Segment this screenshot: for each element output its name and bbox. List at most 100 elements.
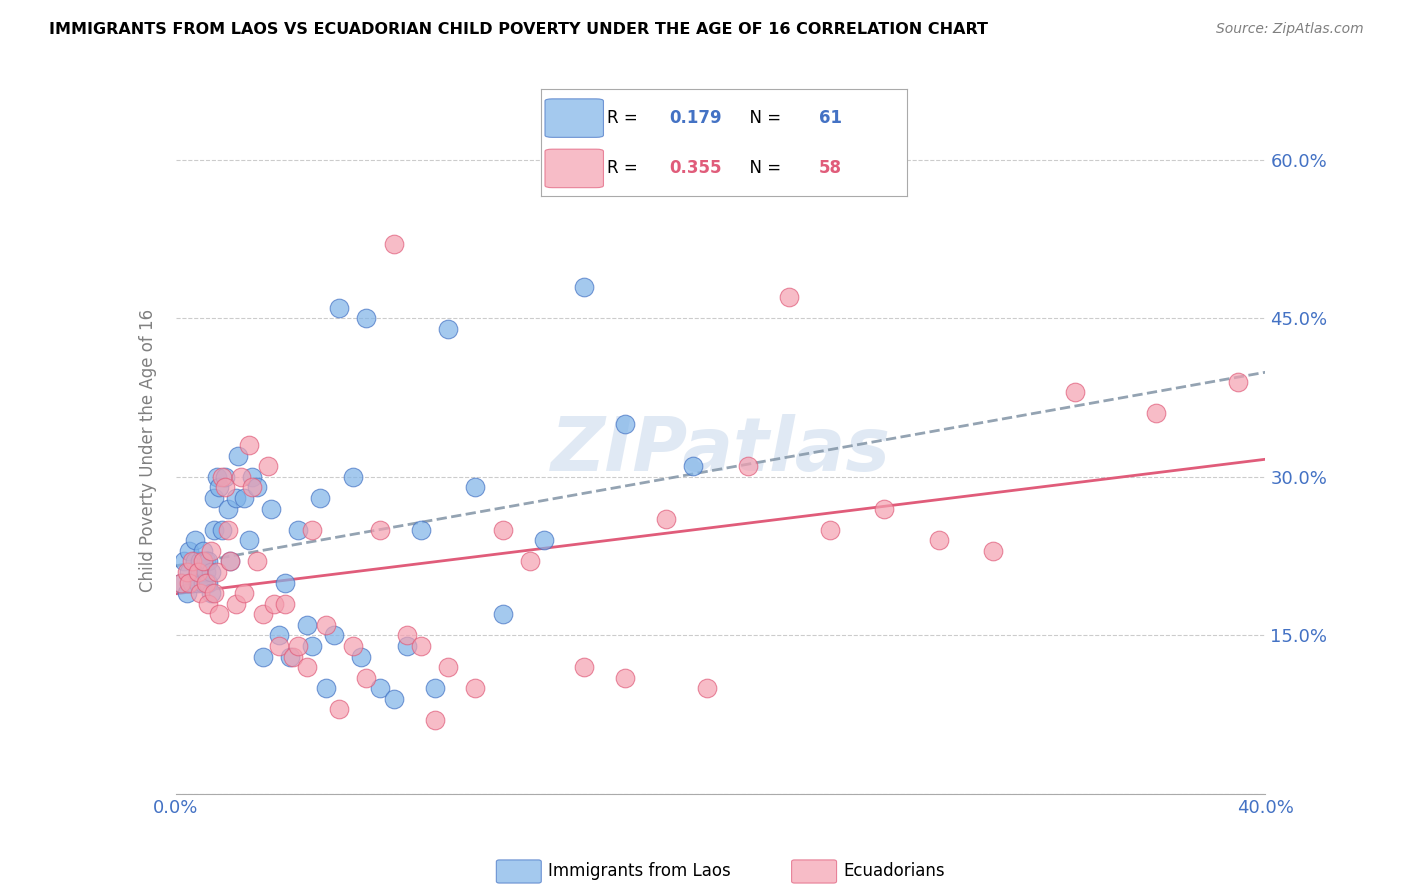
Y-axis label: Child Poverty Under the Age of 16: Child Poverty Under the Age of 16 [139, 309, 157, 592]
Point [260, 501, 283, 516]
Point [368, 523, 391, 537]
Point [342, 639, 364, 653]
Point [240, 470, 263, 484]
Point [269, 628, 291, 642]
Point [208, 480, 231, 494]
Point [205, 565, 228, 579]
Point [176, 586, 198, 600]
Point [194, 565, 217, 579]
Point [246, 554, 269, 568]
Point [274, 597, 297, 611]
Point [188, 586, 211, 600]
Point [200, 544, 222, 558]
Point [409, 523, 432, 537]
Point [309, 491, 332, 505]
Point [179, 575, 201, 590]
Point [263, 597, 285, 611]
Point [194, 575, 217, 590]
Point [200, 565, 222, 579]
Point [214, 470, 236, 484]
Point [219, 554, 242, 568]
Point [368, 681, 391, 696]
Point [184, 554, 207, 568]
Point [205, 470, 228, 484]
Point [396, 639, 419, 653]
Point [252, 607, 274, 622]
Point [287, 523, 309, 537]
Point [191, 575, 214, 590]
Point [818, 523, 841, 537]
Point [217, 523, 239, 537]
Point [295, 617, 318, 632]
Point [315, 617, 337, 632]
Point [278, 649, 301, 664]
Point [176, 565, 198, 579]
Point [194, 554, 217, 568]
Point [225, 491, 247, 505]
Text: Source: ZipAtlas.com: Source: ZipAtlas.com [1216, 22, 1364, 37]
Point [179, 544, 201, 558]
Text: 0.179: 0.179 [669, 109, 721, 127]
FancyBboxPatch shape [546, 99, 603, 137]
Text: R =: R = [607, 109, 643, 127]
Point [873, 501, 896, 516]
Text: N =: N = [738, 109, 786, 127]
Point [382, 691, 405, 706]
Point [173, 554, 195, 568]
Point [928, 533, 950, 548]
Point [519, 554, 541, 568]
Point [328, 301, 350, 315]
Point [219, 554, 242, 568]
FancyBboxPatch shape [546, 149, 603, 187]
Text: 58: 58 [820, 160, 842, 178]
Point [217, 501, 239, 516]
Text: IMMIGRANTS FROM LAOS VS ECUADORIAN CHILD POVERTY UNDER THE AGE OF 16 CORRELATION: IMMIGRANTS FROM LAOS VS ECUADORIAN CHILD… [49, 22, 988, 37]
Point [396, 628, 419, 642]
Text: Ecuadorians: Ecuadorians [844, 863, 945, 880]
Point [464, 480, 486, 494]
Point [437, 322, 460, 336]
Point [981, 544, 1004, 558]
Point [423, 681, 446, 696]
Point [356, 311, 378, 326]
Point [382, 237, 405, 252]
Text: 0.355: 0.355 [669, 160, 721, 178]
Point [232, 491, 254, 505]
Point [423, 713, 446, 727]
Point [181, 554, 204, 568]
Point [295, 660, 318, 674]
Point [191, 554, 214, 568]
Point [492, 523, 515, 537]
Point [328, 702, 350, 716]
Point [574, 660, 596, 674]
Point [281, 649, 304, 664]
Point [197, 554, 219, 568]
Point [181, 575, 204, 590]
Point [208, 607, 231, 622]
Point [315, 681, 337, 696]
Point [211, 470, 233, 484]
Text: ZIPatlas: ZIPatlas [551, 414, 890, 487]
Point [188, 565, 211, 579]
Point [269, 639, 291, 653]
Point [240, 480, 263, 494]
Point [191, 544, 214, 558]
Point [202, 523, 225, 537]
Point [197, 597, 219, 611]
Text: Immigrants from Laos: Immigrants from Laos [548, 863, 731, 880]
Text: R =: R = [607, 160, 643, 178]
Point [232, 586, 254, 600]
Point [696, 681, 718, 696]
Point [1063, 385, 1085, 400]
Text: N =: N = [738, 160, 786, 178]
Point [186, 565, 209, 579]
Point [301, 639, 323, 653]
Point [356, 671, 378, 685]
Point [614, 417, 637, 431]
Point [301, 523, 323, 537]
Point [287, 639, 309, 653]
Point [214, 480, 236, 494]
Point [170, 575, 193, 590]
Point [188, 554, 211, 568]
Point [437, 660, 460, 674]
